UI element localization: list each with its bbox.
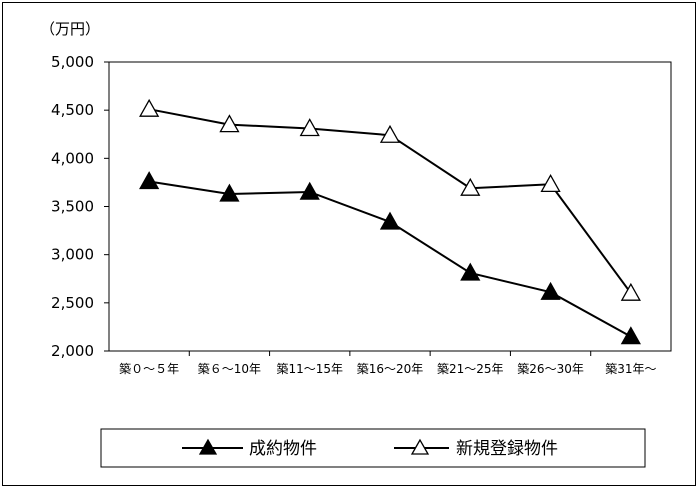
data-point-open-triangle bbox=[219, 114, 240, 133]
x-tick-label: 築31年～ bbox=[605, 361, 656, 376]
data-point-filled-triangle bbox=[219, 183, 240, 202]
data-point-open-triangle bbox=[139, 98, 160, 117]
y-axis-unit-label: （万円） bbox=[40, 20, 100, 38]
y-axis-ticks: 2,000 2,500 3,000 3,500 4,000 4,500 5,000 bbox=[51, 53, 109, 360]
data-point-open-triangle bbox=[299, 118, 320, 137]
x-tick-label: 築21～25年 bbox=[437, 361, 504, 376]
chart-frame bbox=[2, 2, 696, 486]
y-tick-label: 3,000 bbox=[51, 246, 94, 264]
data-point-open-triangle bbox=[540, 174, 561, 192]
x-axis-ticks: 築０～５年 築６～10年 築11～15年 築16～20年 築21～25年 築26～30年 築… bbox=[119, 351, 656, 376]
data-point-open-triangle bbox=[620, 282, 641, 301]
series-layer bbox=[139, 98, 641, 345]
x-tick-label: 築26～30年 bbox=[517, 361, 584, 376]
data-point-open-triangle bbox=[379, 124, 401, 143]
data-point-filled-triangle bbox=[379, 211, 401, 230]
legend-marker-open-triangle bbox=[410, 438, 430, 455]
legend-marker-filled-triangle bbox=[198, 438, 218, 455]
legend: 成約物件 新規登録物件 bbox=[100, 428, 646, 468]
y-tick-label: 2,000 bbox=[51, 342, 94, 360]
data-point-filled-triangle bbox=[620, 326, 641, 345]
data-point-filled-triangle bbox=[540, 281, 561, 300]
series-line-1 bbox=[148, 180, 632, 338]
data-point-filled-triangle bbox=[299, 181, 320, 200]
x-tick-label: 築６～10年 bbox=[198, 361, 261, 376]
y-tick-label: 2,500 bbox=[51, 294, 94, 312]
data-point-open-triangle bbox=[460, 177, 481, 196]
data-point-filled-triangle bbox=[460, 262, 481, 281]
y-tick-label: 5,000 bbox=[51, 53, 94, 71]
plot-area bbox=[108, 61, 672, 352]
x-tick-label: 築０～５年 bbox=[119, 361, 179, 376]
data-point-filled-triangle bbox=[139, 171, 160, 190]
y-tick-label: 4,500 bbox=[51, 101, 94, 119]
y-tick-label: 4,000 bbox=[51, 149, 94, 167]
legend-label-series-2: 新規登録物件 bbox=[456, 439, 558, 459]
legend-label-series-1: 成約物件 bbox=[249, 439, 317, 459]
x-tick-label: 築16～20年 bbox=[357, 361, 424, 376]
y-tick-label: 3,500 bbox=[51, 198, 94, 216]
x-tick-label: 築11～15年 bbox=[276, 361, 343, 376]
